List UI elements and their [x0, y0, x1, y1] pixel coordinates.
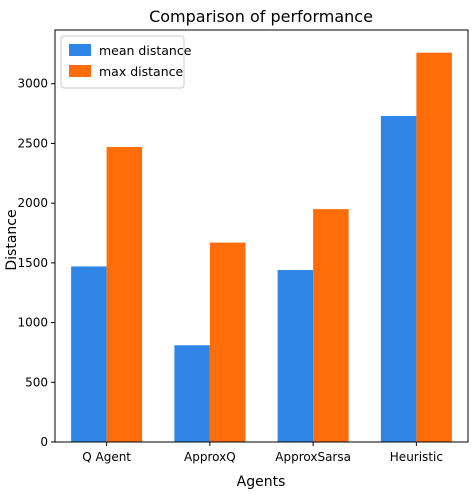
bar-max-distance-approxsarsa [313, 209, 349, 442]
bar-max-distance-q-agent [106, 147, 143, 442]
y-tick-label: 2500 [17, 136, 48, 150]
x-tick-label: ApproxQ [184, 450, 236, 464]
legend-swatch-max-distance [69, 65, 91, 77]
y-axis-label: Distance [4, 209, 20, 270]
legend-label-max-distance: max distance [99, 64, 183, 79]
y-tick-label: 500 [25, 375, 48, 389]
chart-title: Comparison of performance [149, 7, 373, 26]
plot-area: 0 500 1000 1500 2000 2500 3000 Q Agent ApproxQ Ap… [17, 29, 469, 464]
y-tick-label: 3000 [17, 77, 48, 91]
legend-label-mean-distance: mean distance [99, 43, 192, 58]
bar-mean-distance-approxq [174, 345, 210, 442]
y-tick-label: 0 [40, 435, 48, 449]
bar-mean-distance-approxsarsa [277, 270, 314, 442]
bar-mean-distance-heuristic [380, 115, 417, 442]
x-axis-label: Agents [237, 474, 286, 490]
bar-mean-distance-q-agent [71, 266, 107, 442]
bar-max-distance-approxq [209, 242, 246, 442]
y-tick-label: 1000 [17, 316, 48, 330]
x-tick-label: Q Agent [82, 450, 131, 464]
x-tick-label: ApproxSarsa [275, 450, 351, 464]
bar-max-distance-heuristic [416, 52, 452, 442]
plot-frame [54, 29, 469, 443]
x-tick-label: Heuristic [390, 450, 443, 464]
y-tick-label: 2000 [17, 196, 48, 210]
y-tick-label: 1500 [17, 256, 48, 270]
legend-box [60, 35, 185, 89]
legend: mean distance max distance [60, 35, 192, 89]
legend-swatch-mean-distance [69, 44, 91, 56]
